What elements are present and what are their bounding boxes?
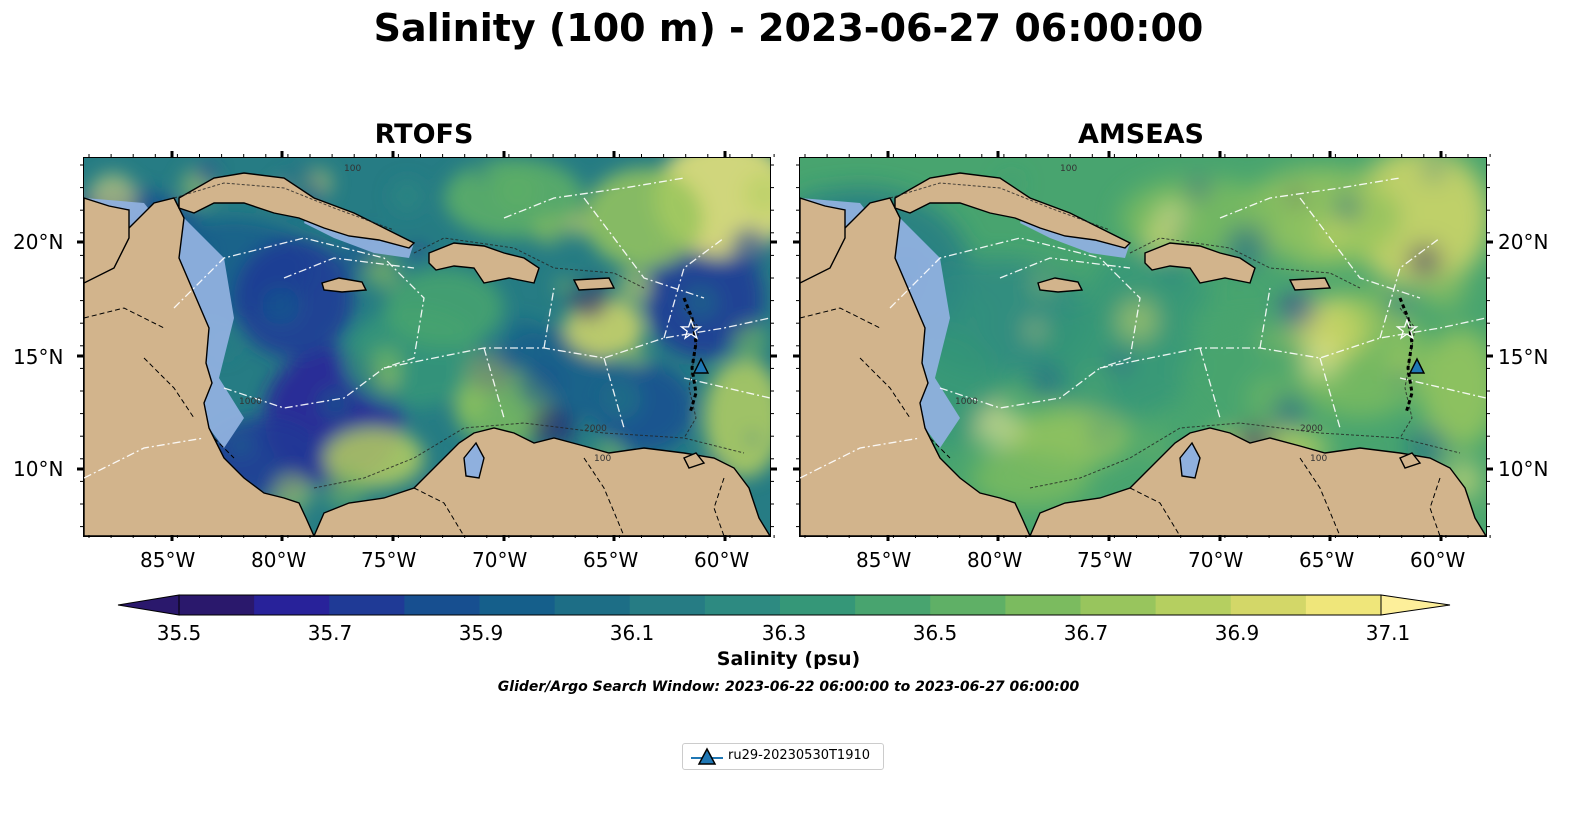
contour-label: 2000 [584, 424, 607, 434]
map-panel-amseas[interactable]: 1000 2000 100 100 [799, 157, 1487, 537]
contour-label: 1000 [955, 397, 978, 407]
lon-label: 80°W [251, 548, 307, 572]
contour-label: 100 [344, 164, 361, 174]
lon-label: 75°W [1077, 548, 1133, 572]
map-panel-rtofs[interactable]: 1000 2000 100 100 [83, 157, 771, 537]
lon-label: 65°W [1299, 548, 1355, 572]
lon-label: 80°W [967, 548, 1023, 572]
lon-label: 85°W [856, 548, 912, 572]
panel-title-rtofs: RTOFS [374, 119, 474, 150]
colorbar-tick: 35.7 [307, 621, 353, 645]
colorbar-tick: 36.7 [1063, 621, 1109, 645]
star-icon [679, 318, 703, 340]
lon-label: 85°W [140, 548, 196, 572]
lat-label: 20°N [1498, 230, 1549, 254]
salinity-map-amseas: 1000 2000 100 100 [800, 158, 1486, 536]
colorbar-label: Salinity (psu) [716, 648, 861, 670]
star-icon [1395, 318, 1419, 340]
lat-label: 20°N [13, 230, 64, 254]
lon-label: 60°W [1410, 548, 1466, 572]
lat-label: 15°N [13, 345, 64, 369]
search-window-text: Glider/Argo Search Window: 2023-06-22 06… [497, 679, 1080, 695]
colorbar [117, 594, 1451, 616]
lon-label: 75°W [361, 548, 417, 572]
colorbar-tick: 35.5 [156, 621, 202, 645]
figure-title: Salinity (100 m) - 2023-06-27 06:00:00 [373, 6, 1204, 50]
contour-label: 100 [1310, 454, 1327, 464]
colorbar-tick: 35.9 [458, 621, 504, 645]
contour-label: 2000 [1300, 424, 1323, 434]
legend-label: ru29-20230530T1910 [728, 748, 871, 763]
lat-label: 10°N [13, 457, 64, 481]
lon-label: 70°W [1188, 548, 1244, 572]
colorbar-tick: 36.5 [912, 621, 958, 645]
lon-label: 60°W [694, 548, 750, 572]
colorbar-tick: 37.1 [1365, 621, 1411, 645]
lon-label: 70°W [472, 548, 528, 572]
colorbar-tick: 36.9 [1214, 621, 1260, 645]
contour-label: 100 [594, 454, 611, 464]
lat-label: 10°N [1498, 457, 1549, 481]
legend: ru29-20230530T1910 [682, 743, 884, 770]
triangle-icon [691, 747, 723, 765]
contour-label: 1000 [239, 397, 262, 407]
contour-label: 100 [1060, 164, 1077, 174]
glider-marker [1408, 357, 1426, 374]
salinity-map-rtofs: 1000 2000 100 100 [84, 158, 770, 536]
lon-label: 65°W [583, 548, 639, 572]
colorbar-tick: 36.1 [609, 621, 655, 645]
panel-title-amseas: AMSEAS [1078, 119, 1204, 150]
glider-marker [692, 357, 710, 374]
colorbar-tick: 36.3 [761, 621, 807, 645]
lat-label: 15°N [1498, 345, 1549, 369]
